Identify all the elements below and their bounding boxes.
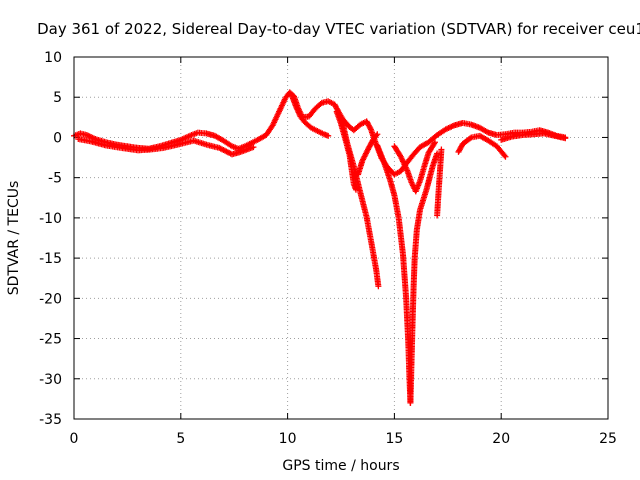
x-tick-label: 15 xyxy=(385,431,403,447)
data-point xyxy=(325,132,332,139)
data-point xyxy=(374,131,381,138)
data-series xyxy=(374,142,414,406)
y-tick-label: -25 xyxy=(39,332,62,348)
data-point xyxy=(502,153,509,160)
data-series xyxy=(288,92,332,139)
data-point xyxy=(431,139,438,146)
data-point xyxy=(367,125,374,132)
y-axis-label: SDTVAR / TECUs xyxy=(6,181,22,296)
y-tick-label: 0 xyxy=(53,130,62,146)
data-markers xyxy=(71,89,569,406)
data-point xyxy=(562,135,569,142)
y-tick-label: -35 xyxy=(39,412,62,428)
x-tick-label: 25 xyxy=(599,431,617,447)
x-tick-label: 10 xyxy=(279,431,297,447)
data-point xyxy=(434,150,441,157)
data-series xyxy=(335,111,382,290)
data-point xyxy=(375,283,382,290)
grid xyxy=(74,57,608,419)
data-series xyxy=(434,146,445,219)
x-tick-label: 0 xyxy=(70,431,79,447)
x-tick-label: 5 xyxy=(176,431,185,447)
y-tick-label: -30 xyxy=(39,372,62,388)
data-series xyxy=(355,131,381,178)
data-series xyxy=(407,150,441,406)
data-series xyxy=(75,136,257,158)
y-tick-label: -20 xyxy=(39,291,62,307)
data-point xyxy=(501,152,508,159)
data-series xyxy=(455,132,509,160)
data-point xyxy=(250,144,257,151)
y-tick-label: 10 xyxy=(44,50,62,66)
y-tick-label: -5 xyxy=(48,171,62,187)
chart-title: Day 361 of 2022, Sidereal Day-to-day VTE… xyxy=(37,20,640,38)
data-series xyxy=(498,130,569,143)
data-point xyxy=(467,135,474,142)
data-series xyxy=(391,139,438,195)
y-tick-label: 5 xyxy=(53,90,62,106)
axis-ticks: 0 5 10 15 20 25 -35 -30 -25 -20 -15 -10 -5 0 5 10 xyxy=(39,50,617,447)
y-tick-label: -15 xyxy=(39,251,62,267)
y-tick-label: -10 xyxy=(39,211,62,227)
data-point xyxy=(431,140,438,147)
plot-frame xyxy=(73,56,609,420)
x-tick-label: 20 xyxy=(492,431,510,447)
x-axis-label: GPS time / hours xyxy=(282,458,399,474)
data-point xyxy=(434,212,441,219)
